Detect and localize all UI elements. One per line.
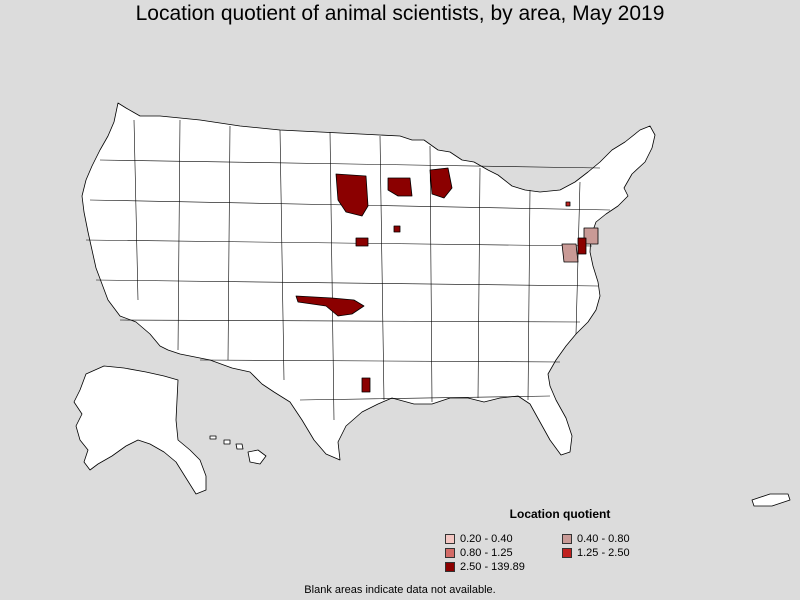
- area-texas-high: [361, 377, 371, 393]
- footnote: Blank areas indicate data not available.: [304, 584, 496, 596]
- legend-swatch: [562, 534, 572, 544]
- internal-boundaries: [85, 119, 611, 421]
- legend-label: 0.80 - 1.25: [460, 547, 513, 559]
- area-dc-high: [577, 237, 587, 255]
- legend-item-0-80-1-25: 0.80 - 1.25: [445, 547, 513, 559]
- legend-item-2-50-139-89: 2.50 - 139.89: [445, 561, 525, 573]
- area-pennsylvania-high: [565, 201, 571, 207]
- legend-item-0-20-0-40: 0.20 - 0.40: [445, 533, 513, 545]
- map-title: Location quotient of animal scientists, …: [135, 2, 665, 25]
- legend-label: 0.20 - 0.40: [460, 533, 513, 545]
- alaska: [73, 365, 207, 495]
- area-virginia-mid: [561, 243, 579, 263]
- legend-swatch: [445, 548, 455, 558]
- puerto-rico: [751, 493, 791, 507]
- legend-item-0-40-0-80: 0.40 - 0.80: [562, 533, 630, 545]
- legend-title: Location quotient: [509, 507, 611, 521]
- legend-item-1-25-2-50: 1.25 - 2.50: [562, 547, 630, 559]
- legend-label: 2.50 - 139.89: [460, 561, 525, 573]
- legend-swatch: [445, 562, 455, 572]
- area-iowa-high: [393, 225, 401, 233]
- legend-swatch: [562, 548, 572, 558]
- area-wisconsin-high: [429, 167, 453, 199]
- hawaii: [209, 435, 267, 465]
- legend-swatch: [445, 534, 455, 544]
- area-northdakota-high: [335, 173, 369, 217]
- legend-label: 1.25 - 2.50: [577, 547, 630, 559]
- area-nebraska-high: [355, 237, 369, 247]
- legend-label: 0.40 - 0.80: [577, 533, 630, 545]
- area-oklahoma-high: [295, 295, 365, 317]
- area-boundaries: [73, 102, 791, 507]
- area-minnesota-high: [387, 177, 413, 197]
